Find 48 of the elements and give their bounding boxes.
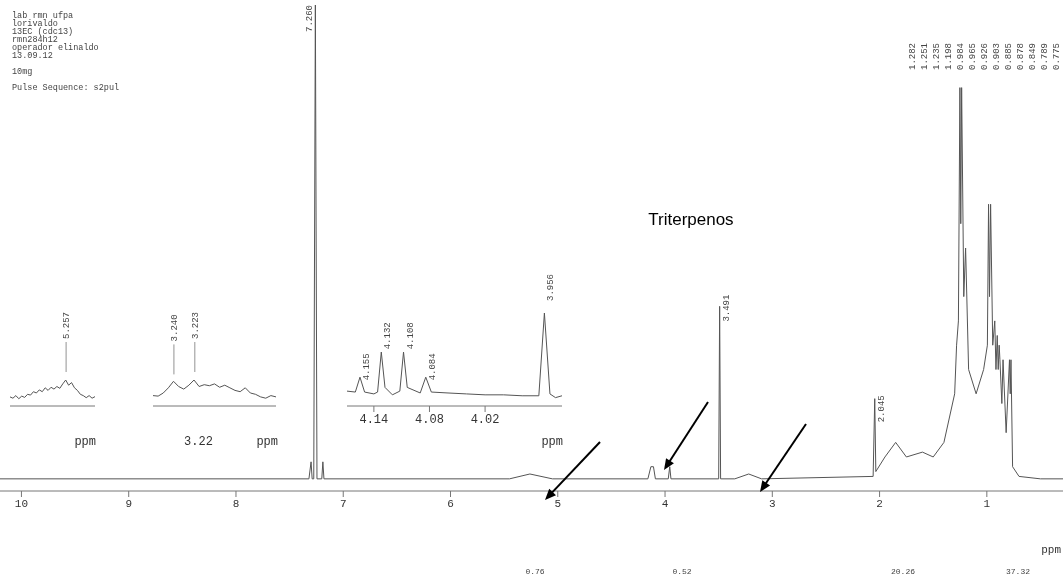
x-tick-label: 10 <box>14 497 29 510</box>
text: 37.32 <box>1005 567 1031 576</box>
text: lab rmn ufpa lorivaldo 13EC (cdc13) rmn284h12 operador elinaldo 13.09.12 10mg Pulse Sequence: s2pul <box>12 11 120 93</box>
text: Triterpenos <box>648 210 734 229</box>
annotation: 1.235 <box>932 42 942 70</box>
annotation: 4.084 <box>427 353 438 381</box>
x-tick-label: 8 <box>232 497 240 510</box>
x-tick-label: 2 <box>876 497 883 510</box>
annotation: 3.491 <box>721 294 732 322</box>
x-tick-label: 6 <box>447 497 454 510</box>
annotation: 3.223 <box>190 311 201 339</box>
x-tick-label: 4.08 <box>415 412 444 427</box>
annotation: 3.240 <box>169 314 180 342</box>
annotation: 2.045 <box>876 395 887 423</box>
annotation: 7.260 <box>305 4 316 32</box>
annotation: 1.198 <box>944 42 954 70</box>
x-axis-title: ppm <box>256 435 278 449</box>
x-tick-label: 4 <box>661 497 669 510</box>
annotation: 1.282 <box>908 42 918 70</box>
annotation: 3.22 <box>184 435 213 449</box>
text: 20.26 <box>890 567 916 576</box>
annotation: 0.789 <box>1040 42 1050 70</box>
annotation: 0.885 <box>1004 42 1014 70</box>
x-tick-label: 7 <box>339 497 347 510</box>
text: 0.52 <box>672 567 692 576</box>
x-tick-label: 5 <box>554 497 562 510</box>
x-tick-label: 9 <box>125 497 133 510</box>
x-axis-title: ppm <box>1041 544 1062 556</box>
x-tick-label: 1 <box>983 497 991 510</box>
annotation: 0.849 <box>1028 42 1038 70</box>
annotation: 4.108 <box>405 322 416 350</box>
annotation: 0.926 <box>980 42 990 70</box>
x-tick-label: 4.14 <box>359 412 389 427</box>
annotation: 1.251 <box>920 42 930 70</box>
annotation: 0.984 <box>956 42 966 70</box>
annotation: 0.965 <box>968 42 978 70</box>
annotation: 4.132 <box>383 322 394 350</box>
x-axis-title: ppm <box>74 435 96 449</box>
annotation: 0.903 <box>992 42 1002 70</box>
annotation: 5.257 <box>62 311 73 339</box>
x-tick-label: 4.02 <box>470 412 500 427</box>
text: 0.76 <box>525 567 545 576</box>
x-axis-title: ppm <box>541 435 563 449</box>
x-tick-label: 3 <box>769 497 776 510</box>
annotation: 4.155 <box>361 353 372 381</box>
annotation: 3.956 <box>546 273 557 301</box>
annotation: 0.878 <box>1016 42 1026 70</box>
annotation: 0.775 <box>1052 42 1062 70</box>
